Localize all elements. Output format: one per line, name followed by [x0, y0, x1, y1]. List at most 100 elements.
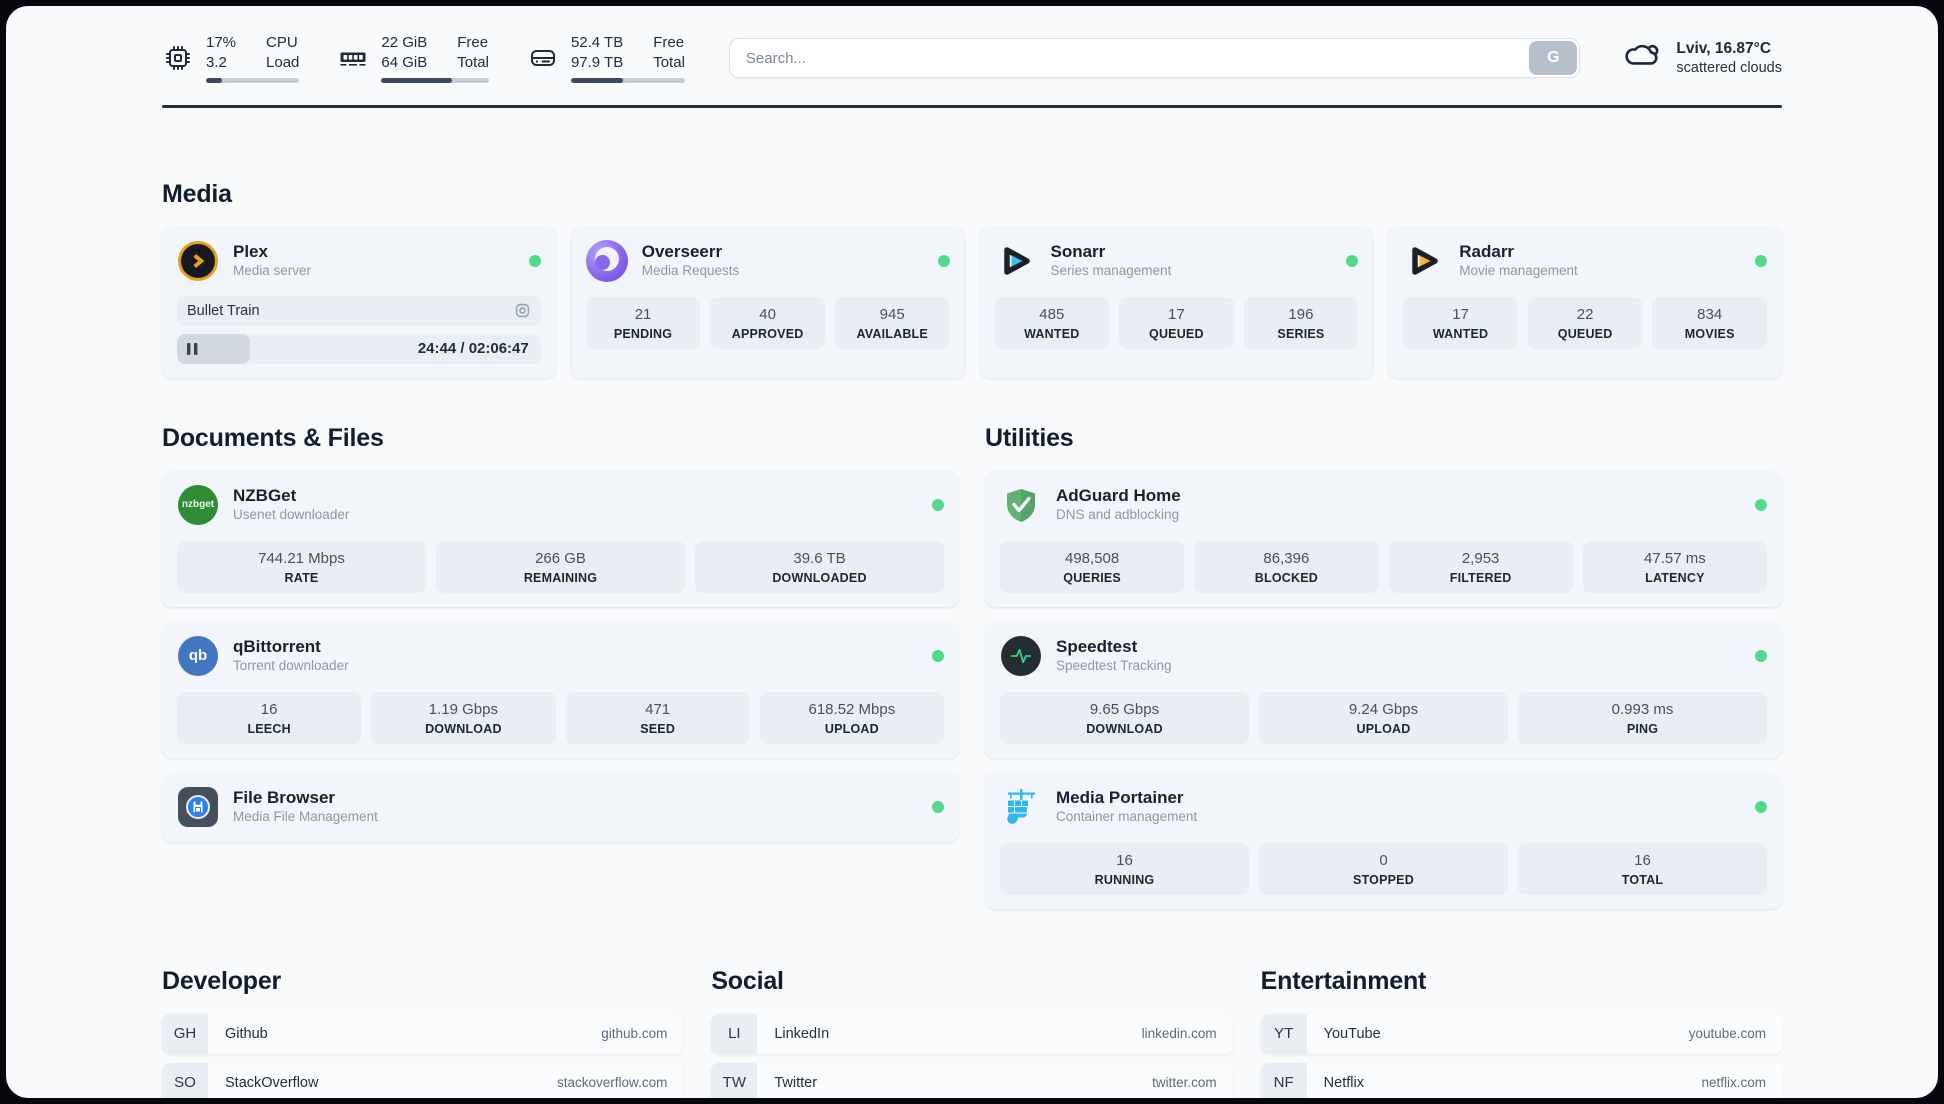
bookmark-youtube[interactable]: YT YouTube youtube.com: [1260, 1013, 1782, 1054]
bookmark-abbr: YT: [1260, 1013, 1307, 1054]
bookmark-url: stackoverflow.com: [557, 1075, 668, 1090]
ram-progress-fill: [381, 77, 453, 83]
weather-condition: scattered clouds: [1676, 59, 1782, 76]
speedtest-subtitle: Speedtest Tracking: [1056, 658, 1172, 674]
filebrowser-status-dot: [932, 800, 944, 813]
speedtest-status-dot: [1755, 649, 1767, 662]
adguard-subtitle: DNS and adblocking: [1056, 507, 1180, 523]
media-cards-row: Plex Media server Bullet Train: [162, 226, 1782, 378]
stat-leech: 16 LEECH: [177, 691, 362, 744]
service-card-radarr[interactable]: Radarr Movie management 17 WANTED 22 QUE…: [1388, 226, 1782, 378]
service-card-speedtest[interactable]: Speedtest Speedtest Tracking 9.65 Gbps D…: [985, 621, 1782, 758]
bookmark-group-entertainment: Entertainment YT YouTube youtube.com NF …: [1260, 966, 1782, 1098]
resource-widgets: 17% CPU 3.2 Load: [162, 34, 685, 83]
stat-seed: 471 SEED: [565, 691, 750, 744]
cpu-progress-fill: [206, 77, 222, 83]
stat-blocked: 86,396 BLOCKED: [1194, 540, 1379, 593]
stat-upload: 618.52 Mbps UPLOAD: [759, 691, 944, 744]
overseerr-subtitle: Media Requests: [641, 263, 740, 279]
stat-queued: 17 QUEUED: [1119, 296, 1234, 349]
nzbget-title: NZBGet: [233, 485, 297, 505]
stat-queued: 22 QUEUED: [1527, 296, 1643, 349]
plex-title: Plex: [233, 241, 268, 261]
screen-cast-icon: [514, 302, 531, 319]
plex-progress-pill: [177, 333, 250, 364]
header-divider: [162, 104, 1782, 108]
plex-player-progress[interactable]: 24:44 / 02:06:47: [177, 333, 541, 364]
adguard-status-dot: [1755, 498, 1767, 511]
documents-files-section: Documents & Files nzbget NZBGet Usenet d…: [162, 424, 959, 842]
portainer-status-dot: [1755, 800, 1767, 813]
service-card-portainer[interactable]: Media Portainer Container management 16 …: [985, 772, 1782, 909]
cpu-icon: [162, 37, 194, 79]
sonarr-icon: [995, 240, 1037, 282]
plex-icon: [177, 240, 219, 282]
section-title-documents: Documents & Files: [162, 423, 384, 452]
filebrowser-icon: [177, 786, 219, 828]
nzbget-icon: nzbget: [177, 484, 219, 526]
search-bar: G: [728, 38, 1581, 79]
bookmark-github[interactable]: GH Github github.com: [162, 1013, 684, 1054]
bookmark-url: twitter.com: [1152, 1075, 1217, 1090]
ram-total: 64 GiB: [381, 53, 428, 71]
stat-filtered: 2,953 FILTERED: [1388, 540, 1573, 593]
cpu-percent: 17%: [206, 34, 237, 51]
bookmark-abbr: GH: [162, 1013, 208, 1054]
plex-subtitle: Media server: [233, 263, 312, 279]
stat-movies: 834 MOVIES: [1652, 296, 1767, 349]
weather-widget[interactable]: Lviv, 16.87°C scattered clouds: [1620, 37, 1782, 80]
bookmark-url: github.com: [601, 1026, 668, 1041]
bookmark-url: netflix.com: [1701, 1075, 1766, 1090]
disk-icon: [527, 37, 559, 79]
dashboard-app: 17% CPU 3.2 Load: [6, 6, 1938, 1098]
service-card-sonarr[interactable]: Sonarr Series management 485 WANTED 17 Q…: [979, 226, 1374, 378]
bookmark-name: Netflix: [1323, 1074, 1364, 1091]
plex-status-dot: [528, 254, 541, 267]
stat-wanted: 485 WANTED: [994, 296, 1110, 349]
stat-upload: 9.24 Gbps UPLOAD: [1259, 691, 1508, 744]
stat-total: 16 TOTAL: [1518, 842, 1767, 895]
overseerr-title: Overseerr: [641, 241, 723, 261]
weather-location: Lviv, 16.87°C: [1676, 39, 1772, 57]
overseerr-status-dot: [937, 254, 950, 267]
service-card-plex[interactable]: Plex Media server Bullet Train: [162, 226, 556, 378]
filebrowser-subtitle: Media File Management: [233, 809, 378, 825]
section-title-developer: Developer: [162, 966, 282, 995]
bookmark-twitter[interactable]: TW Twitter twitter.com: [711, 1062, 1233, 1098]
ram-progress-track: [381, 77, 489, 83]
bookmark-name: YouTube: [1323, 1025, 1381, 1042]
adguard-title: AdGuard Home: [1056, 485, 1181, 505]
sonarr-status-dot: [1346, 254, 1359, 267]
bookmark-abbr: NF: [1260, 1062, 1307, 1098]
service-card-nzbget[interactable]: nzbget NZBGet Usenet downloader 744.21 M…: [162, 470, 959, 607]
cpu-progress-track: [206, 77, 300, 83]
pause-icon[interactable]: [187, 342, 198, 355]
speedtest-icon: [1000, 635, 1042, 677]
section-title-entertainment: Entertainment: [1260, 966, 1427, 995]
cpu-widget: 17% CPU 3.2 Load: [162, 34, 300, 83]
radarr-title: Radarr: [1459, 241, 1515, 261]
stat-download: 1.19 Gbps DOWNLOAD: [371, 691, 556, 744]
disk-total-label: Total: [653, 53, 685, 71]
search-input[interactable]: [728, 38, 1581, 79]
stat-downloaded: 39.6 TB DOWNLOADED: [695, 540, 944, 593]
bookmark-name: Twitter: [774, 1074, 818, 1091]
disk-progress-track: [570, 77, 685, 83]
section-title-utilities: Utilities: [985, 423, 1074, 452]
qbittorrent-icon: qb: [177, 635, 219, 677]
service-card-qbittorrent[interactable]: qb qBittorrent Torrent downloader 16: [162, 621, 959, 758]
service-card-adguard[interactable]: AdGuard Home DNS and adblocking 498,508 …: [985, 470, 1782, 607]
qbittorrent-subtitle: Torrent downloader: [233, 658, 349, 674]
bookmark-linkedin[interactable]: LI LinkedIn linkedin.com: [711, 1013, 1233, 1054]
radarr-icon: [1403, 240, 1445, 282]
bookmark-name: Github: [225, 1025, 268, 1042]
service-card-filebrowser[interactable]: File Browser Media File Management: [162, 772, 959, 842]
plex-playback-time: 24:44 / 02:06:47: [417, 339, 529, 357]
service-card-overseerr[interactable]: Overseerr Media Requests 21 PENDING 40 A…: [570, 226, 965, 378]
bookmark-stackoverflow[interactable]: SO StackOverflow stackoverflow.com: [162, 1062, 684, 1098]
bookmark-netflix[interactable]: NF Netflix netflix.com: [1260, 1062, 1782, 1098]
memory-widget: 22 GiB Free 64 GiB Total: [337, 34, 489, 83]
search-provider-button[interactable]: G: [1529, 41, 1578, 76]
portainer-subtitle: Container management: [1056, 809, 1198, 825]
portainer-icon: [1000, 786, 1042, 828]
